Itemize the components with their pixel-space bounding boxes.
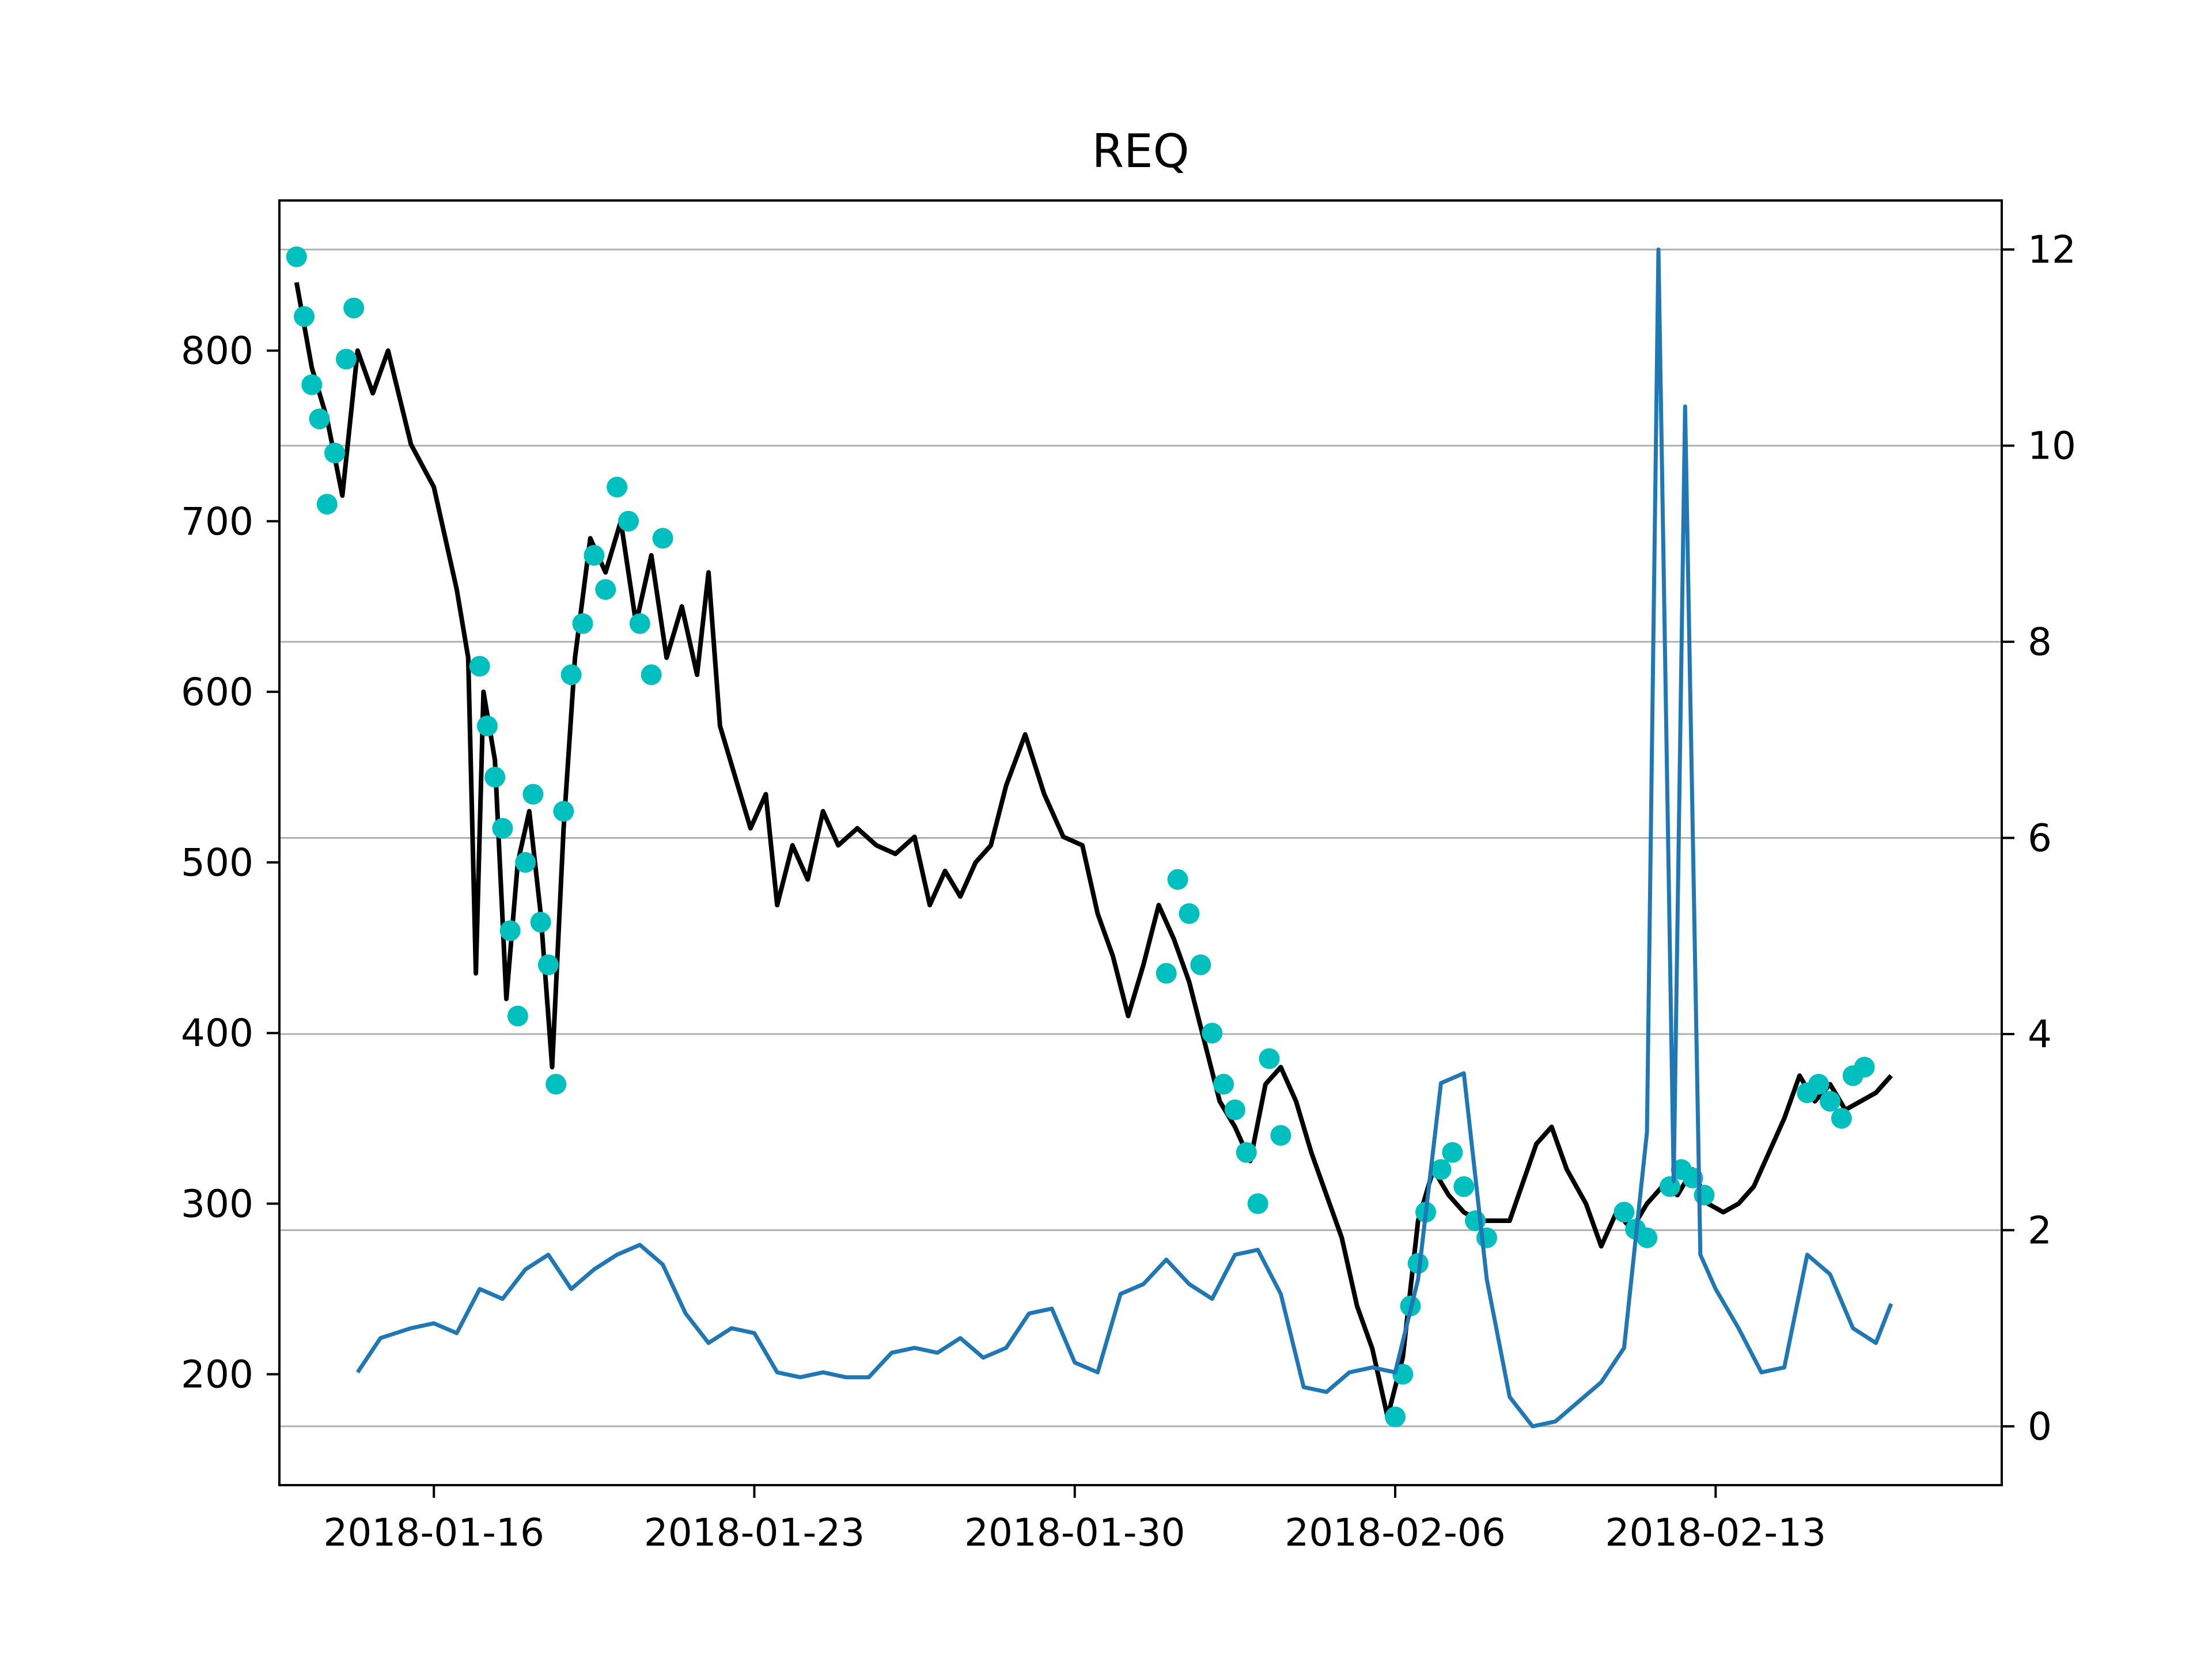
x-tick-label-0: 2018-01-16 bbox=[323, 1510, 544, 1555]
marker-point-56 bbox=[1694, 1184, 1715, 1206]
marker-point-14 bbox=[515, 852, 536, 873]
marker-point-3 bbox=[309, 408, 330, 430]
marker-point-17 bbox=[537, 954, 559, 975]
marker-point-38 bbox=[1259, 1048, 1280, 1069]
marker-point-22 bbox=[584, 544, 605, 566]
marker-point-16 bbox=[530, 911, 551, 933]
y2-tick-label-3: 6 bbox=[2028, 816, 2052, 860]
marker-point-53 bbox=[1659, 1176, 1680, 1197]
marker-point-59 bbox=[1819, 1091, 1840, 1112]
y-tick-label-5: 700 bbox=[181, 499, 253, 544]
marker-point-29 bbox=[1156, 963, 1177, 984]
marker-point-45 bbox=[1430, 1159, 1452, 1180]
x-tick-label-3: 2018-02-06 bbox=[1285, 1510, 1506, 1555]
marker-point-10 bbox=[484, 766, 506, 788]
y-tick-label-2: 400 bbox=[181, 1011, 253, 1055]
marker-point-27 bbox=[641, 664, 662, 686]
marker-point-18 bbox=[546, 1074, 567, 1095]
marker-point-32 bbox=[1190, 954, 1211, 975]
marker-point-24 bbox=[607, 476, 628, 498]
marker-point-8 bbox=[469, 656, 490, 677]
marker-point-12 bbox=[499, 920, 521, 941]
marker-point-62 bbox=[1854, 1057, 1875, 1078]
marker-point-6 bbox=[335, 349, 357, 370]
marker-point-46 bbox=[1442, 1142, 1463, 1163]
marker-point-11 bbox=[492, 817, 513, 839]
marker-point-9 bbox=[476, 715, 498, 737]
marker-point-40 bbox=[1385, 1406, 1406, 1428]
marker-point-20 bbox=[560, 664, 582, 686]
marker-point-50 bbox=[1613, 1202, 1635, 1223]
x-tick-label-2: 2018-01-30 bbox=[964, 1510, 1185, 1555]
marker-point-35 bbox=[1224, 1099, 1245, 1120]
marker-point-23 bbox=[595, 579, 616, 600]
marker-point-58 bbox=[1808, 1074, 1830, 1095]
marker-point-47 bbox=[1453, 1176, 1475, 1197]
marker-point-0 bbox=[286, 246, 307, 267]
marker-point-15 bbox=[522, 783, 544, 805]
marker-point-28 bbox=[652, 528, 673, 549]
axis-layer: 0 2 4 6 8 10 12 200 300 400 500 600 700 800 2018-01-16… bbox=[181, 228, 2076, 1555]
y-tick-label-1: 300 bbox=[181, 1182, 253, 1226]
marker-point-36 bbox=[1236, 1142, 1257, 1163]
x-tick-label-4: 2018-02-13 bbox=[1605, 1510, 1827, 1555]
chart-title: REQ bbox=[1092, 124, 1189, 178]
marker-point-13 bbox=[507, 1005, 528, 1027]
marker-point-52 bbox=[1637, 1227, 1658, 1248]
y-tick-label-3: 500 bbox=[181, 841, 253, 885]
marker-point-33 bbox=[1202, 1023, 1223, 1044]
marker-point-39 bbox=[1270, 1125, 1291, 1146]
marker-point-60 bbox=[1831, 1108, 1852, 1129]
marker-point-19 bbox=[553, 801, 574, 822]
y-tick-label-0: 200 bbox=[181, 1353, 253, 1397]
y2-tick-label-5: 10 bbox=[2028, 424, 2076, 468]
y2-tick-label-1: 2 bbox=[2028, 1208, 2052, 1252]
series-line-2 bbox=[355, 247, 1893, 1429]
y-tick-label-6: 800 bbox=[181, 329, 253, 373]
marker-point-21 bbox=[572, 613, 593, 634]
y2-tick-label-0: 0 bbox=[2028, 1404, 2052, 1449]
marker-point-26 bbox=[629, 613, 650, 634]
marker-point-25 bbox=[618, 510, 639, 532]
marker-point-30 bbox=[1167, 869, 1188, 890]
marker-point-5 bbox=[324, 442, 346, 464]
x-tick-label-1: 2018-01-23 bbox=[644, 1510, 865, 1555]
marker-point-1 bbox=[294, 306, 315, 327]
plot-frame bbox=[278, 199, 2003, 1486]
marker-point-31 bbox=[1179, 903, 1200, 924]
marker-point-4 bbox=[316, 494, 338, 515]
grid-layer bbox=[279, 248, 2002, 1428]
y-tick-label-4: 600 bbox=[181, 670, 253, 714]
marker-point-34 bbox=[1213, 1074, 1234, 1095]
y2-tick-label-4: 8 bbox=[2028, 620, 2052, 664]
marker-point-2 bbox=[301, 374, 323, 395]
y2-tick-label-2: 4 bbox=[2028, 1012, 2052, 1057]
marker-point-37 bbox=[1247, 1193, 1268, 1214]
y2-tick-label-6: 12 bbox=[2028, 228, 2076, 272]
marker-point-7 bbox=[343, 297, 365, 319]
series-layer bbox=[286, 246, 1893, 1429]
